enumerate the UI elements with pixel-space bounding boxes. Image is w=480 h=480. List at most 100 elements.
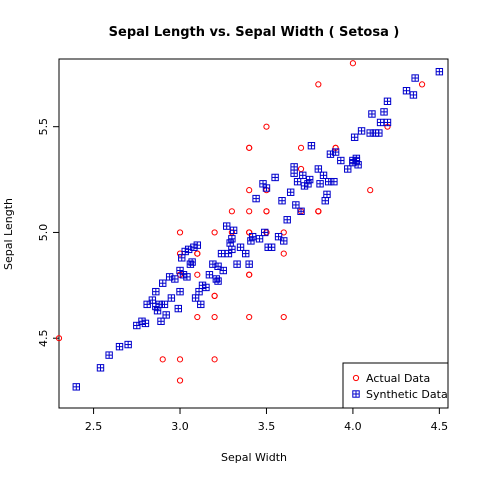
synthetic-data-point (376, 118, 385, 127)
synthetic-data-point (247, 237, 255, 245)
synthetic-data-point (267, 243, 276, 251)
actual-data-point (418, 81, 426, 88)
synthetic-data-point (323, 190, 331, 199)
actual-data-point (194, 250, 201, 257)
y-axis: 4.5 5.0 5.5 (37, 118, 59, 347)
actual-data-point (211, 313, 218, 321)
series-actual-data (55, 60, 426, 384)
legend-label-synthetic-data: Synthetic Data (366, 388, 448, 401)
actual-data-point (211, 292, 218, 299)
synthetic-data-point (226, 239, 234, 247)
synthetic-data-point (72, 383, 80, 391)
actual-data-point (176, 250, 184, 257)
synthetic-data-point (375, 129, 383, 137)
y-tick-label: 4.5 (37, 329, 50, 347)
chart-title: Sepal Length vs. Sepal Width ( Setosa ) (109, 25, 400, 40)
actual-data-point (246, 144, 253, 151)
actual-data-point (280, 229, 287, 236)
actual-data-point (246, 208, 253, 215)
x-tick-label: 2.5 (85, 420, 103, 433)
legend-label-actual-data: Actual Data (366, 372, 430, 385)
synthetic-data-point (217, 249, 226, 258)
synthetic-data-point (219, 266, 227, 275)
synthetic-data-point (183, 273, 191, 281)
synthetic-data-point (124, 340, 132, 349)
synthetic-data-point (115, 342, 124, 351)
synthetic-data-point (307, 142, 316, 150)
actual-data-point (315, 81, 322, 88)
synthetic-data-point (368, 110, 376, 118)
actual-data-point (211, 356, 218, 363)
synthetic-data-point (214, 262, 222, 270)
synthetic-data-point (435, 67, 444, 76)
y-tick-label: 5.0 (37, 224, 50, 242)
synthetic-data-point (191, 294, 200, 302)
synthetic-data-point (233, 260, 241, 268)
series-synthetic-data (72, 67, 444, 391)
actual-data-point (246, 271, 253, 278)
synthetic-data-point (314, 165, 323, 173)
actual-data-point (263, 208, 270, 215)
synthetic-data-point (176, 287, 184, 296)
synthetic-data-point (349, 156, 357, 165)
actual-data-point (263, 123, 270, 130)
data-points (55, 60, 444, 391)
actual-data-point (194, 313, 201, 321)
actual-data-point (315, 208, 322, 215)
synthetic-data-point (354, 161, 362, 169)
synthetic-data-point (197, 300, 205, 309)
y-tick-label: 5.5 (37, 118, 50, 136)
synthetic-data-point (321, 197, 329, 205)
synthetic-data-point (299, 171, 307, 180)
y-axis-label: Sepal Length (2, 198, 15, 270)
synthetic-data-point (293, 177, 302, 186)
synthetic-data-point (290, 163, 298, 171)
synthetic-data-point (160, 300, 169, 309)
synthetic-data-point (228, 245, 236, 254)
x-tick-label: 3.0 (171, 420, 189, 433)
actual-data-point (159, 356, 166, 363)
synthetic-data-point (153, 307, 162, 315)
synthetic-data-point (202, 283, 210, 292)
synthetic-data-point (245, 260, 253, 268)
synthetic-data-point (228, 235, 236, 243)
synthetic-data-point (350, 133, 359, 141)
synthetic-data-point (174, 304, 182, 313)
synthetic-data-point (304, 180, 312, 188)
synthetic-data-point (337, 156, 345, 165)
synthetic-data-point (278, 197, 286, 205)
synthetic-data-point (195, 287, 203, 296)
actual-data-point (246, 187, 253, 194)
synthetic-data-point (383, 118, 392, 127)
x-tick-label: 4.0 (344, 420, 362, 433)
synthetic-data-point (157, 317, 165, 325)
x-axis-label: Sepal Width (221, 451, 287, 464)
actual-data-point (280, 250, 287, 257)
synthetic-data-point (271, 173, 279, 182)
synthetic-data-point (280, 237, 288, 245)
synthetic-data-point (229, 226, 238, 235)
synthetic-data-point (255, 235, 264, 243)
synthetic-data-point (409, 91, 418, 99)
legend: Actual Data Synthetic Data (342, 362, 449, 409)
synthetic-data-point (178, 254, 186, 262)
synthetic-data-point (152, 287, 160, 296)
synthetic-data-point (105, 351, 113, 359)
actual-data-point (194, 271, 201, 278)
legend-marker-synthetic-data (352, 390, 360, 398)
synthetic-data-point (316, 180, 324, 188)
synthetic-data-point (133, 321, 141, 330)
plot-frame (58, 58, 449, 409)
synthetic-data-point (193, 241, 202, 249)
synthetic-data-point (402, 87, 411, 95)
synthetic-data-point (380, 108, 388, 116)
legend-items: Actual Data Synthetic Data (352, 372, 448, 401)
actual-data-point (176, 229, 184, 236)
synthetic-data-point (188, 258, 196, 266)
synthetic-data-point (305, 175, 314, 184)
synthetic-data-point (252, 194, 260, 203)
synthetic-data-point (159, 279, 167, 287)
synthetic-data-point (167, 294, 176, 302)
synthetic-data-point (290, 169, 298, 177)
x-tick-label: 3.5 (258, 420, 276, 433)
